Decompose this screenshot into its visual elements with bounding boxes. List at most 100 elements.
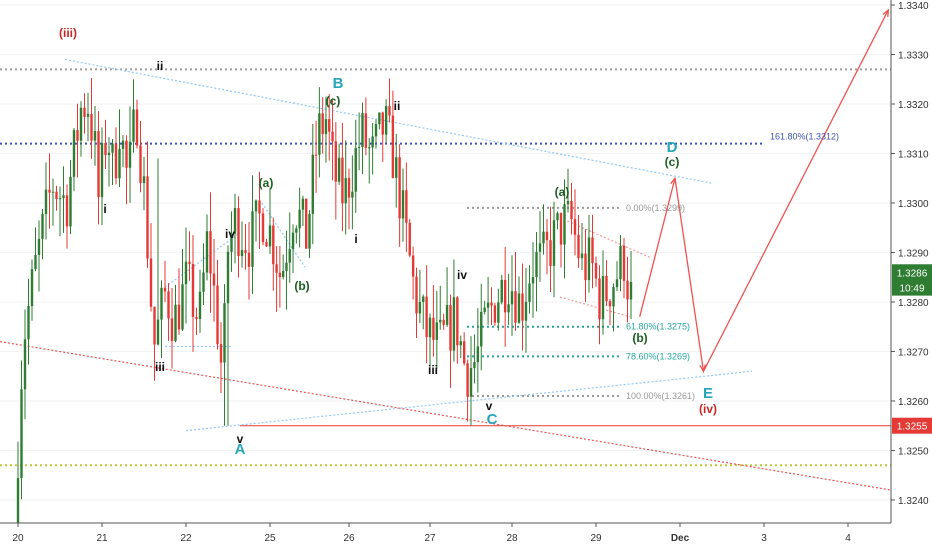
candle-body	[552, 220, 556, 266]
candle-body	[135, 109, 139, 146]
candle-body	[160, 287, 163, 320]
projection-path[interactable]	[639, 9, 889, 374]
candle-body	[298, 209, 301, 229]
y-tick-label: 1.3340	[898, 1, 929, 12]
wave-label: D	[667, 139, 678, 156]
wave-label: v	[237, 432, 244, 446]
candle-body	[254, 200, 258, 212]
candle-body	[146, 176, 149, 259]
fib-level-label: 61.80%(1.3275)	[626, 322, 690, 332]
candle-body	[408, 222, 411, 256]
candle-body	[514, 291, 517, 323]
candle-body	[388, 106, 391, 116]
candle-body	[615, 279, 619, 288]
candle-body	[469, 368, 473, 397]
wave-label: A	[235, 441, 246, 458]
candle-body	[449, 305, 452, 351]
candle-body	[295, 228, 298, 233]
candle-body	[422, 296, 425, 302]
candle-body	[619, 245, 622, 280]
candle-body	[538, 243, 542, 252]
y-tick-label: 1.3300	[898, 199, 929, 210]
candle-body	[344, 178, 347, 204]
candle-body	[425, 296, 428, 338]
candle-body	[291, 232, 295, 250]
candle-body	[261, 213, 265, 243]
wave-label: i	[354, 232, 357, 246]
long-term-support-trendline[interactable]	[0, 340, 892, 491]
candle-body	[395, 157, 398, 178]
candle-body	[258, 200, 261, 214]
candle-body	[371, 136, 374, 148]
candle-body	[486, 302, 490, 308]
channel-line[interactable]	[164, 232, 241, 288]
x-tick-label: 28	[506, 533, 518, 544]
candle-body	[442, 319, 445, 325]
candle-body	[20, 389, 23, 479]
x-tick-label: 4	[845, 533, 851, 544]
candle-body	[93, 131, 97, 141]
candle-body	[216, 285, 219, 345]
candle-body	[439, 319, 442, 323]
candle-body	[114, 143, 118, 179]
candle-body	[139, 145, 142, 184]
candle-body	[275, 264, 278, 273]
candle-body	[445, 305, 449, 325]
candle-body	[364, 113, 368, 148]
channel-line[interactable]	[261, 202, 306, 268]
candle-body	[219, 344, 223, 363]
candle-body	[347, 178, 351, 198]
candle-body	[351, 191, 354, 198]
wave-label: C	[487, 411, 498, 428]
candle-body	[331, 131, 334, 142]
candle-body	[456, 297, 459, 346]
candle-body	[188, 261, 191, 264]
candle-body	[524, 301, 528, 321]
candle-body	[629, 281, 633, 300]
candle-body	[542, 231, 545, 244]
candle-body	[237, 208, 240, 257]
candle-body	[311, 154, 314, 214]
candle-body	[361, 113, 364, 147]
candle-body	[83, 107, 86, 117]
candle-body	[90, 113, 93, 141]
x-tick-label: Dec	[671, 533, 690, 544]
candle-body	[104, 143, 107, 156]
candle-body	[622, 245, 626, 281]
candle-body	[626, 280, 629, 300]
candle-body	[247, 252, 251, 267]
candle-body	[473, 362, 476, 369]
candle-body	[605, 276, 608, 302]
candle-body	[531, 277, 535, 284]
triangle-lower-trendline[interactable]	[185, 370, 753, 432]
candle-body	[181, 284, 184, 330]
candle-body	[462, 341, 466, 364]
candle-body	[563, 204, 566, 245]
x-tick-label: 29	[590, 533, 602, 544]
candle-body	[521, 293, 524, 321]
candle-body	[321, 113, 324, 135]
candle-body	[272, 225, 275, 265]
triangle-upper-trendline[interactable]	[64, 58, 713, 184]
candle-body	[51, 191, 55, 193]
candle-body	[415, 276, 418, 314]
candle-body	[341, 157, 344, 204]
candle-body	[466, 363, 469, 397]
candle-body	[378, 112, 381, 125]
candle-body	[268, 225, 272, 247]
candle-body	[240, 250, 244, 257]
candle-body	[381, 112, 384, 135]
candle-body	[174, 304, 177, 341]
candle-body	[545, 231, 549, 241]
candle-body	[391, 115, 395, 178]
candle-body	[490, 302, 493, 306]
candle-body	[16, 478, 20, 525]
candle-body	[285, 262, 288, 271]
candle-body	[594, 263, 598, 279]
candle-body	[34, 254, 37, 270]
candle-body	[517, 293, 521, 323]
x-tick-label: 20	[12, 533, 24, 544]
wedge-lower-line[interactable]	[559, 296, 631, 318]
